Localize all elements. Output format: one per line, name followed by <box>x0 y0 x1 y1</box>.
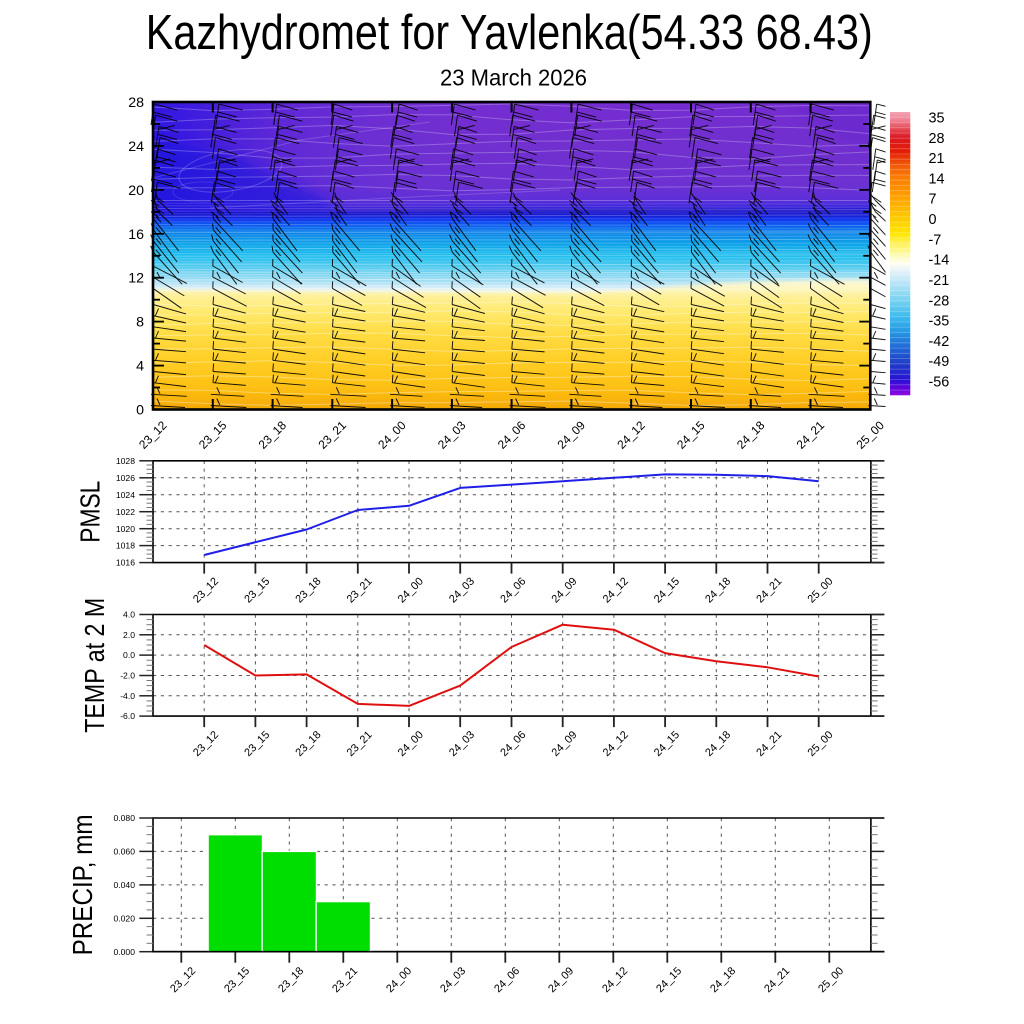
svg-text:1018: 1018 <box>116 541 135 551</box>
svg-text:1022: 1022 <box>116 507 135 517</box>
svg-text:-56: -56 <box>929 375 950 391</box>
svg-text:Kazhydromet for Yavlenka(54.33: Kazhydromet for Yavlenka(54.33 68.43) <box>146 6 873 60</box>
svg-text:16: 16 <box>128 227 144 243</box>
svg-text:1016: 1016 <box>116 558 135 568</box>
svg-text:PMSL: PMSL <box>74 481 105 543</box>
svg-text:4: 4 <box>136 359 144 375</box>
svg-text:-4.0: -4.0 <box>120 691 135 701</box>
svg-text:21: 21 <box>929 151 945 167</box>
svg-text:20: 20 <box>128 183 144 199</box>
svg-text:-6.0: -6.0 <box>120 711 135 721</box>
svg-text:7: 7 <box>929 192 937 208</box>
svg-text:-2.0: -2.0 <box>120 671 135 681</box>
svg-text:1026: 1026 <box>116 473 135 483</box>
svg-text:1024: 1024 <box>116 490 135 500</box>
svg-text:-35: -35 <box>929 314 950 330</box>
svg-text:8: 8 <box>136 315 144 331</box>
svg-text:-7: -7 <box>929 232 942 248</box>
svg-text:23 March 2026: 23 March 2026 <box>440 64 587 90</box>
svg-text:-21: -21 <box>929 273 950 289</box>
svg-text:-42: -42 <box>929 334 950 350</box>
svg-text:1028: 1028 <box>116 456 135 466</box>
svg-text:TEMP at 2 M: TEMP at 2 M <box>79 598 110 733</box>
svg-text:28: 28 <box>128 95 144 111</box>
svg-text:35: 35 <box>929 111 945 127</box>
svg-text:2.0: 2.0 <box>123 630 135 640</box>
svg-text:-49: -49 <box>929 354 950 370</box>
svg-text:0.020: 0.020 <box>113 913 135 923</box>
svg-text:0.040: 0.040 <box>113 880 135 890</box>
svg-text:PRECIP, mm: PRECIP, mm <box>67 814 98 955</box>
svg-text:24: 24 <box>128 139 144 155</box>
svg-text:-14: -14 <box>929 253 950 269</box>
svg-text:4.0: 4.0 <box>123 610 135 620</box>
svg-text:0.000: 0.000 <box>113 947 135 957</box>
svg-text:0: 0 <box>136 403 144 419</box>
svg-text:0.080: 0.080 <box>113 813 135 823</box>
svg-text:1020: 1020 <box>116 524 135 534</box>
svg-text:0.060: 0.060 <box>113 847 135 857</box>
svg-text:0: 0 <box>929 212 937 228</box>
svg-text:-28: -28 <box>929 293 950 309</box>
svg-text:12: 12 <box>128 271 144 287</box>
svg-text:28: 28 <box>929 131 945 147</box>
svg-text:14: 14 <box>929 171 945 187</box>
svg-text:0.0: 0.0 <box>123 650 135 660</box>
